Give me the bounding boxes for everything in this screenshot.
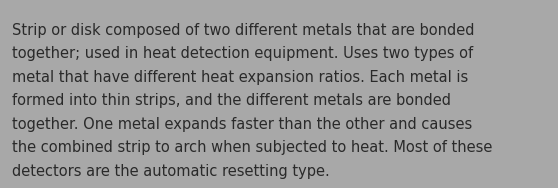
Text: detectors are the automatic resetting type.: detectors are the automatic resetting ty… xyxy=(12,164,330,179)
Text: Strip or disk composed of two different metals that are bonded: Strip or disk composed of two different … xyxy=(12,23,475,38)
Text: formed into thin strips, and the different metals are bonded: formed into thin strips, and the differe… xyxy=(12,93,451,108)
Text: the combined strip to arch when subjected to heat. Most of these: the combined strip to arch when subjecte… xyxy=(12,140,493,155)
Text: together; used in heat detection equipment. Uses two types of: together; used in heat detection equipme… xyxy=(12,46,473,61)
Text: together. One metal expands faster than the other and causes: together. One metal expands faster than … xyxy=(12,117,473,132)
Text: metal that have different heat expansion ratios. Each metal is: metal that have different heat expansion… xyxy=(12,70,469,85)
